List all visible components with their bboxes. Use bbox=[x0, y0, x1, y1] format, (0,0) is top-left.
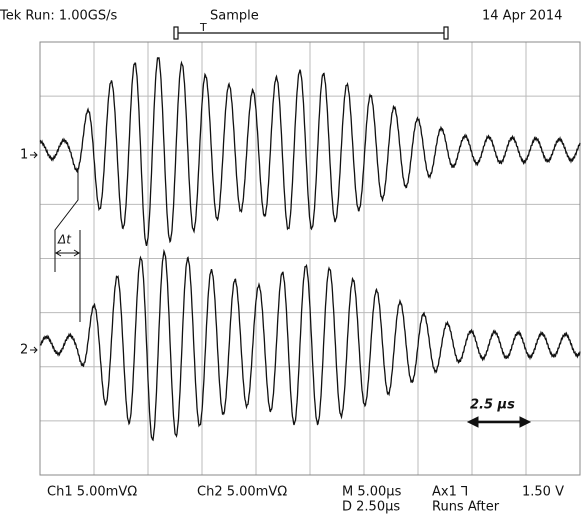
trigger-label: T bbox=[199, 21, 207, 34]
ch1-marker: 1 bbox=[20, 148, 28, 163]
scale-arrow bbox=[466, 416, 532, 428]
ch2-marker: 2 bbox=[20, 343, 28, 358]
waveform-ch1 bbox=[39, 57, 581, 247]
waveforms bbox=[39, 57, 581, 442]
delta-t-label: Δt bbox=[57, 233, 72, 247]
trigger-level: 1.50 V bbox=[522, 485, 564, 500]
graticule bbox=[40, 42, 580, 475]
acq-mode: Sample bbox=[210, 9, 259, 24]
ch2-scale: Ch2 5.00mVΩ bbox=[197, 485, 287, 500]
waveform-ch2 bbox=[39, 248, 581, 442]
graticule-border bbox=[39, 41, 581, 476]
run-state: Runs After bbox=[432, 500, 500, 515]
delay: D 2.50µs bbox=[342, 500, 400, 515]
scale-label: 2.5 µs bbox=[470, 398, 515, 413]
delta-t-marker bbox=[54, 170, 81, 322]
ch2-arrow bbox=[30, 346, 38, 354]
trigger-setting: Ax1 ⅂ bbox=[432, 485, 468, 500]
ch1-scale: Ch1 5.00mVΩ bbox=[47, 485, 137, 500]
time-scale: M 5.00µs bbox=[342, 485, 402, 500]
trigger-bracket bbox=[173, 26, 449, 40]
run-status: Tek Run: 1.00GS/s bbox=[0, 9, 117, 24]
ch1-arrow bbox=[30, 151, 38, 159]
date: 14 Apr 2014 bbox=[482, 9, 562, 24]
